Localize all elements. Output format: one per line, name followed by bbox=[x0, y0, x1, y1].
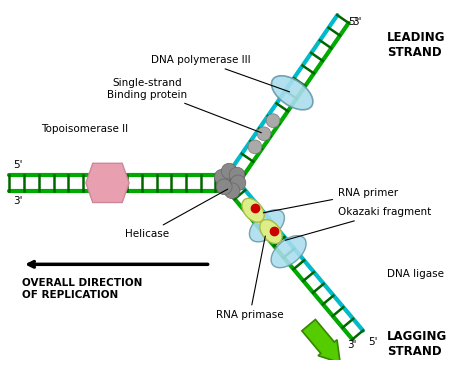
Polygon shape bbox=[302, 320, 340, 363]
Ellipse shape bbox=[260, 220, 282, 243]
Circle shape bbox=[229, 167, 245, 183]
Text: LAGGING
STRAND: LAGGING STRAND bbox=[387, 330, 447, 358]
Text: Helicase: Helicase bbox=[125, 189, 228, 239]
Ellipse shape bbox=[271, 236, 306, 268]
Circle shape bbox=[217, 179, 232, 195]
Text: 5': 5' bbox=[348, 18, 358, 27]
Text: Single-strand
Binding protein: Single-strand Binding protein bbox=[107, 78, 261, 133]
Text: 3': 3' bbox=[13, 195, 23, 206]
Text: Okazaki fragment: Okazaki fragment bbox=[285, 207, 431, 240]
Circle shape bbox=[257, 127, 271, 141]
Ellipse shape bbox=[249, 210, 284, 242]
Text: DNA ligase: DNA ligase bbox=[387, 269, 444, 279]
Text: LEADING
STRAND: LEADING STRAND bbox=[387, 31, 446, 59]
Circle shape bbox=[248, 140, 262, 154]
Text: 3': 3' bbox=[347, 340, 356, 350]
Text: 3': 3' bbox=[352, 16, 362, 27]
Text: Topoisomerase II: Topoisomerase II bbox=[41, 124, 128, 134]
Circle shape bbox=[224, 183, 240, 199]
Ellipse shape bbox=[242, 198, 264, 222]
Text: OVERALL DIRECTION
OF REPLICATION: OVERALL DIRECTION OF REPLICATION bbox=[22, 278, 143, 300]
Circle shape bbox=[230, 175, 246, 191]
Circle shape bbox=[266, 114, 280, 127]
Text: RNA primase: RNA primase bbox=[216, 236, 283, 321]
Text: DNA polymerase III: DNA polymerase III bbox=[151, 55, 290, 92]
Text: 5': 5' bbox=[13, 160, 23, 170]
Ellipse shape bbox=[272, 76, 313, 110]
Polygon shape bbox=[86, 163, 129, 202]
Text: 5': 5' bbox=[369, 337, 378, 347]
Text: RNA primer: RNA primer bbox=[263, 188, 398, 213]
Circle shape bbox=[214, 169, 230, 185]
Circle shape bbox=[221, 163, 237, 179]
